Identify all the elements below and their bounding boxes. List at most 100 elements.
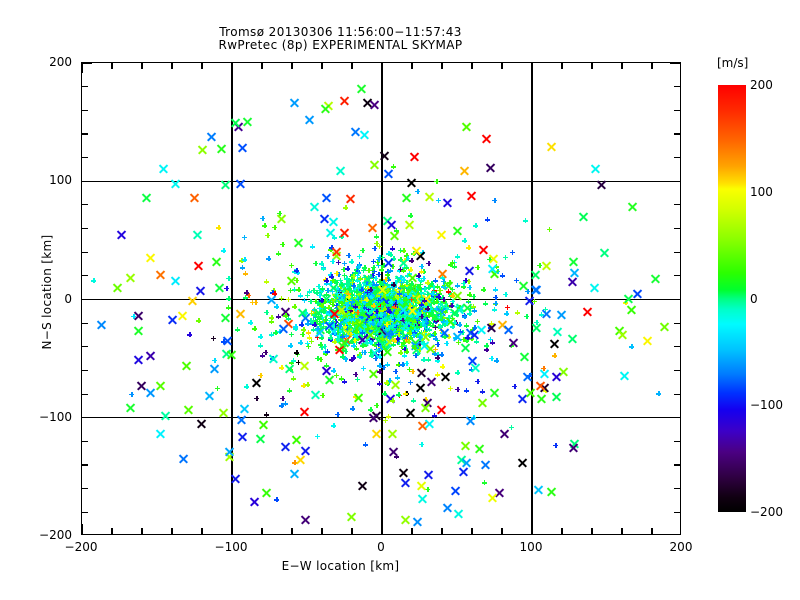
data-point [341,338,346,343]
axis-tick-y [82,417,92,418]
data-point [316,314,321,319]
data-point [425,326,430,331]
data-point [372,325,377,330]
data-point [344,321,349,326]
data-point [348,320,353,325]
data-point [454,305,465,316]
data-point [187,332,192,337]
data-point [393,369,398,374]
data-point [390,311,395,316]
data-point [408,303,413,308]
data-point [357,308,362,313]
data-point [248,320,253,325]
x-axis-title: E−W location [km] [0,559,681,573]
data-point [417,310,422,315]
data-point [321,319,326,324]
data-point [307,289,312,294]
data-point [283,401,288,406]
data-point [435,355,440,360]
data-point [269,315,274,320]
data-point [397,291,402,296]
data-point [659,321,670,332]
data-point [436,304,441,309]
data-point [409,258,414,263]
data-point [390,306,395,311]
data-point [485,162,496,173]
data-point [350,309,355,314]
data-point [364,280,369,285]
data-point [341,312,346,317]
data-point [250,300,255,305]
data-point [389,333,394,338]
data-point [344,308,349,313]
data-point [411,286,416,291]
data-point [371,305,376,310]
data-point [364,308,369,313]
data-point [397,304,402,309]
data-point [406,291,411,296]
data-point [404,361,409,366]
data-point [409,333,414,338]
data-point [384,323,389,328]
data-point [344,293,349,298]
data-point [419,442,424,447]
data-point [366,310,371,315]
data-point [344,276,349,281]
data-point [388,268,393,273]
data-point [354,307,359,312]
data-point [329,321,334,326]
data-point [389,290,394,295]
data-point [170,275,181,286]
data-point [372,314,377,319]
data-point [338,284,343,289]
data-point [444,305,449,310]
data-point [319,345,324,350]
data-point [569,268,580,279]
y-tick-label: −200 [39,528,72,542]
data-point [335,347,340,352]
data-point [407,320,412,325]
data-point [313,261,318,266]
data-point [367,328,372,333]
data-point [209,363,220,374]
data-point [423,318,428,323]
data-point [371,303,376,308]
data-point [442,334,447,339]
data-point [356,301,361,306]
data-point [374,316,379,321]
data-point [373,322,378,327]
data-point [334,303,339,308]
data-point [405,315,410,320]
data-point [387,290,392,295]
data-point [395,276,400,281]
data-point [418,323,423,328]
data-point [408,335,413,340]
data-point [413,310,418,315]
data-point [344,281,349,286]
data-point [392,304,397,309]
data-point [375,302,380,307]
data-point [343,309,348,314]
data-point [441,299,446,304]
data-point [430,312,435,317]
data-point [286,275,297,286]
data-point [390,324,395,329]
data-point [357,293,362,298]
data-point [377,310,388,321]
data-point [344,282,349,287]
data-point [343,356,348,361]
data-point [349,281,354,286]
data-point [393,328,398,333]
data-point [424,307,429,312]
data-point [328,272,333,277]
data-point [360,320,365,325]
data-point [366,336,371,341]
data-point [387,302,392,307]
data-point [382,312,387,317]
data-point [345,315,350,320]
data-point [310,244,315,249]
data-point [342,342,347,347]
data-point [436,198,441,203]
data-point [425,343,436,354]
data-point [567,333,578,344]
